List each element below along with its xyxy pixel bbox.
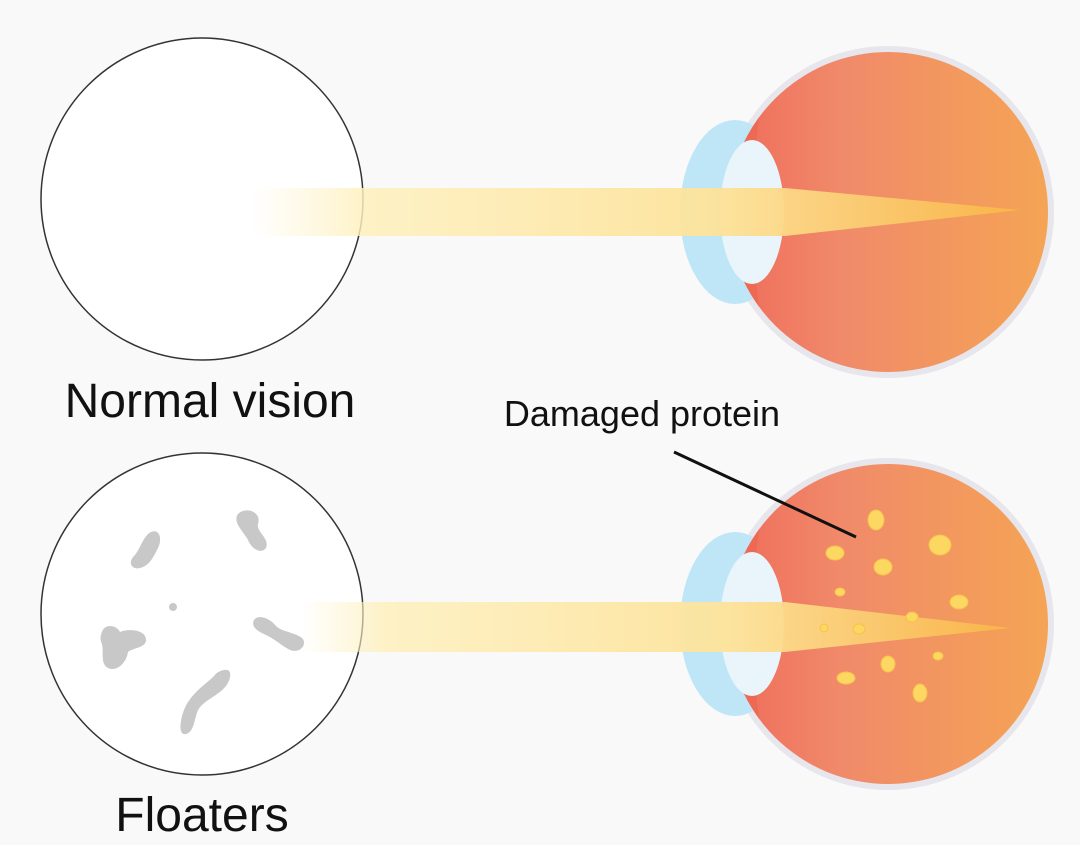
protein-spot [873,558,893,576]
protein-spot [928,534,952,556]
protein-spot [825,545,845,561]
protein-spot [819,623,829,633]
floaters-panel [40,450,1054,790]
floaters-label: Floaters [115,789,288,842]
protein-spot [912,683,928,703]
protein-spot [949,594,969,610]
protein-spots [819,509,969,703]
floater-shape [180,669,231,735]
floater-shape [169,603,177,611]
protein-spot [932,651,944,661]
protein-spot [905,611,919,623]
damaged-protein-label: Damaged protein [504,393,780,434]
floater-shape [100,626,146,670]
protein-spot [852,623,866,635]
annotation-pointer-line [673,450,857,539]
floater-shape [236,510,267,551]
light-beam [300,602,1010,652]
floater-shadows [100,510,305,735]
protein-spot [867,509,885,531]
floater-shape [130,531,161,569]
normal-vision-panel [40,37,1054,378]
normal-vision-label: Normal vision [65,375,356,428]
protein-spot [836,671,856,685]
protein-spot [834,587,846,597]
floater-shape [253,617,305,651]
light-beam [250,188,1020,236]
protein-spot [880,655,896,673]
